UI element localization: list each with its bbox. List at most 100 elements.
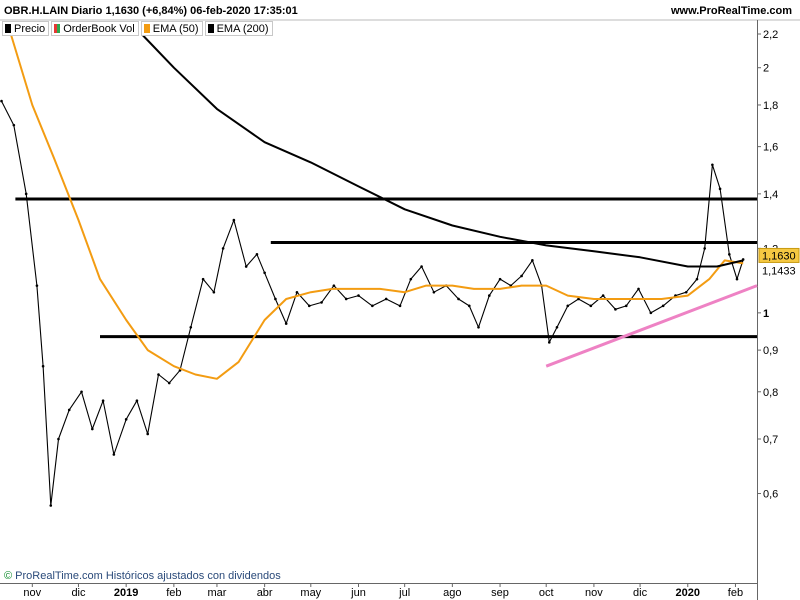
legend-item-orderbook-vol[interactable]: OrderBook Vol xyxy=(51,21,139,36)
price-point xyxy=(244,265,248,268)
price-point xyxy=(157,373,160,376)
price-point xyxy=(101,399,105,403)
x-tick-label: feb xyxy=(728,587,743,599)
x-tick-label: jun xyxy=(350,587,366,599)
x-tick-label: may xyxy=(300,587,321,599)
y-tick-label: 1,4 xyxy=(763,189,778,201)
price-point xyxy=(637,287,640,291)
legend: Precio OrderBook Vol EMA (50) EMA (200) xyxy=(2,21,275,36)
price-point xyxy=(718,187,722,191)
x-tick-label: feb xyxy=(166,587,181,599)
footer-text: ProRealTime.com Históricos ajustados con… xyxy=(15,570,281,582)
price-label-box xyxy=(759,263,799,278)
chart-title: OBR.H.LAIN Diario 1,1630 (+6,84%) 06-feb… xyxy=(4,5,298,17)
price-point xyxy=(255,253,259,256)
price-point xyxy=(467,304,471,308)
price-label-box xyxy=(758,247,800,263)
y-tick-label: 1,8 xyxy=(763,100,778,112)
brand-link[interactable]: www.ProRealTime.com xyxy=(670,5,792,17)
price-point xyxy=(49,504,53,507)
y-tick-label: 0,8 xyxy=(763,387,778,399)
price-point xyxy=(684,290,688,294)
price-point xyxy=(67,408,71,412)
price-point xyxy=(649,311,653,315)
price-point xyxy=(189,325,193,329)
y-tick-label: 1,6 xyxy=(763,142,778,154)
price-point xyxy=(555,325,559,329)
legend-label: OrderBook Vol xyxy=(63,22,135,35)
price-point xyxy=(695,277,699,281)
legend-swatch xyxy=(207,24,214,33)
price-point xyxy=(477,325,480,329)
price-point xyxy=(566,304,570,308)
price-point xyxy=(457,297,460,301)
price-point xyxy=(41,364,45,368)
x-tick-label: sep xyxy=(491,587,509,599)
price-point xyxy=(432,290,436,294)
legend-swatch xyxy=(143,24,150,33)
x-tick-label: dic xyxy=(633,587,648,599)
price-point xyxy=(711,163,714,167)
price-point xyxy=(728,253,731,256)
price-point xyxy=(371,304,374,308)
price-point xyxy=(344,297,348,301)
x-tick-label: nov xyxy=(585,587,603,599)
x-tick-label: 2020 xyxy=(676,587,700,599)
price-point xyxy=(146,432,150,436)
x-tick-label: 2019 xyxy=(114,587,138,599)
price-label-text: 1,1630 xyxy=(762,250,796,262)
price-point xyxy=(614,308,617,311)
y-tick-label: 0,6 xyxy=(763,489,778,501)
price-label-text: 1,1433 xyxy=(762,265,796,277)
price-point xyxy=(320,301,323,304)
ema-200-line xyxy=(140,33,744,268)
price-point xyxy=(124,418,128,421)
price-point xyxy=(357,294,360,297)
price-point xyxy=(284,322,288,325)
legend-item-ema-200[interactable]: EMA (200) xyxy=(204,21,273,36)
legend-label: Precio xyxy=(14,22,46,35)
price-point xyxy=(307,304,311,308)
price-point xyxy=(420,265,423,268)
price-point xyxy=(35,284,39,287)
pink-trendline xyxy=(545,284,758,368)
x-tick-label: nov xyxy=(23,587,41,599)
x-tick-label: mar xyxy=(207,587,226,599)
x-tick-label: oct xyxy=(539,587,554,599)
y-tick-label: 2 xyxy=(763,63,769,75)
price-point xyxy=(735,277,739,281)
price-point xyxy=(531,259,534,262)
price-point xyxy=(547,341,551,344)
price-point xyxy=(12,123,16,127)
price-point xyxy=(332,284,336,287)
price-point xyxy=(212,290,216,294)
price-point xyxy=(0,99,3,103)
price-point xyxy=(409,277,413,281)
legend-label: EMA (200) xyxy=(216,22,269,35)
price-point xyxy=(601,294,605,297)
price-point xyxy=(577,297,580,301)
legend-swatch xyxy=(54,24,61,33)
price-point xyxy=(398,304,402,308)
price-point xyxy=(498,277,502,281)
legend-item-ema-50[interactable]: EMA (50) xyxy=(140,21,203,36)
legend-swatch xyxy=(5,24,11,33)
price-point xyxy=(589,304,593,308)
x-tick-label: jul xyxy=(398,587,410,599)
price-point xyxy=(57,437,60,441)
price-point xyxy=(232,218,236,222)
ema-50-line xyxy=(9,33,744,380)
x-tick-label: ago xyxy=(443,587,461,599)
price-point xyxy=(24,192,28,196)
copyright-symbol: © xyxy=(4,570,13,582)
price-point xyxy=(703,247,706,250)
footer-note: © ProRealTime.com Históricos ajustados c… xyxy=(4,570,281,582)
y-tick-label: 1 xyxy=(763,308,769,320)
price-point xyxy=(661,304,665,308)
legend-item-precio[interactable]: Precio xyxy=(2,21,50,36)
y-tick-label: 0,7 xyxy=(763,434,778,446)
price-point xyxy=(295,290,299,294)
chart-header: OBR.H.LAIN Diario 1,1630 (+6,84%) 06-feb… xyxy=(0,0,800,20)
price-point xyxy=(221,247,225,250)
